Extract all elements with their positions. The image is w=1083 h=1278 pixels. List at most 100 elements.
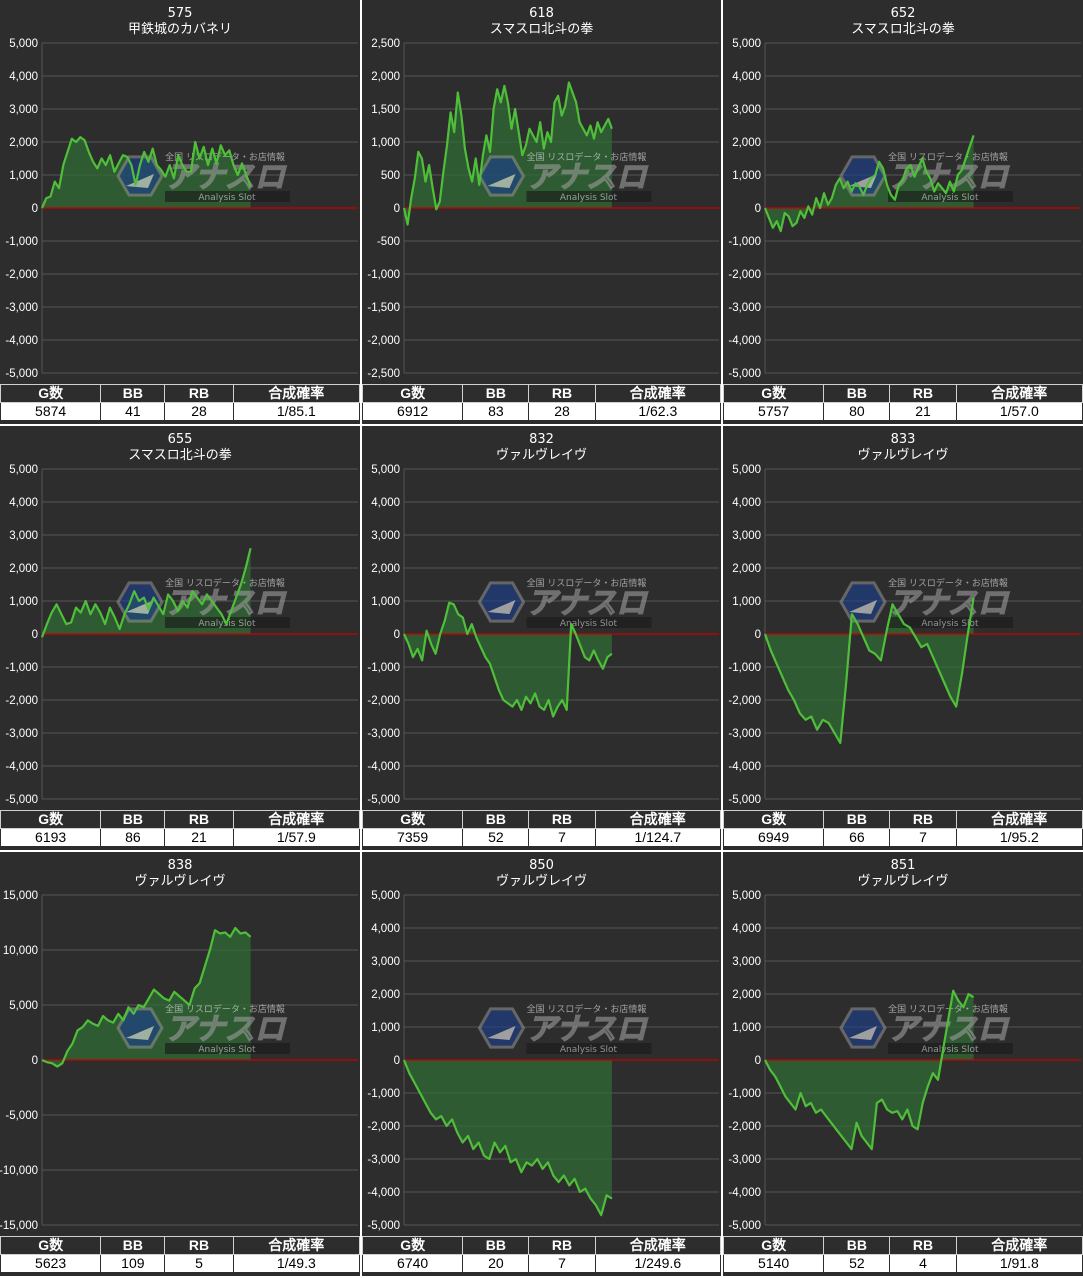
games-header: G数: [0, 1236, 102, 1255]
machine-number: 850: [529, 858, 554, 873]
y-tick-label: 3,000: [9, 104, 38, 116]
rb-header: RB: [889, 810, 957, 829]
y-tick-label: 2,000: [371, 71, 400, 83]
prob-header: 合成確率: [594, 1236, 721, 1255]
stat-games: 5757: [723, 402, 825, 421]
stat-bb: 52: [462, 828, 530, 847]
stat-rb: 21: [889, 402, 957, 421]
bb-header: BB: [823, 1236, 891, 1255]
y-tick-label: 500: [381, 170, 400, 182]
stat-bb: 41: [100, 402, 166, 421]
watermark-tagline: 全国 リスロデータ・お店情報: [527, 577, 647, 589]
y-tick-label: 1,000: [732, 1022, 761, 1034]
watermark-sub-bar: [526, 191, 652, 202]
y-tick-label: 5,000: [732, 890, 761, 902]
prob-header: 合成確率: [955, 1236, 1083, 1255]
y-tick-label: -1,000: [367, 269, 400, 281]
watermark-tagline: 全国 リスロデータ・お店情報: [888, 151, 1008, 163]
hexagon-logo-icon: [477, 155, 526, 197]
machine-number: 832: [529, 432, 554, 447]
prob-header: 合成確率: [594, 384, 721, 403]
chart-panel-655: 655 スマスロ北斗の拳 5,000 4,000 3,000 2,000 1,000 0 -1,…: [0, 426, 360, 850]
y-tick-label: -2,000: [367, 695, 400, 707]
y-tick-label: 3,000: [9, 530, 38, 542]
y-tick-label: 1,500: [371, 104, 400, 116]
y-tick-label: 4,000: [732, 497, 761, 509]
y-tick-label: 0: [755, 1055, 761, 1067]
y-tick-label: -2,000: [5, 695, 38, 707]
stat-bb: 20: [462, 1254, 530, 1273]
bb-header: BB: [100, 1236, 166, 1255]
stat-rb: 7: [889, 828, 957, 847]
stat-games: 6740: [362, 1254, 464, 1273]
prob-header: 合成確率: [955, 810, 1083, 829]
machine-title: ヴァルヴレイヴ: [496, 873, 587, 889]
watermark-brand: アナスロ: [165, 1012, 286, 1047]
y-tick-label: -4,000: [728, 1187, 761, 1199]
watermark-tagline: 全国 リスロデータ・お店情報: [527, 1003, 647, 1015]
y-tick-label: -1,000: [5, 236, 38, 248]
machine-number: 851: [891, 858, 916, 873]
y-tick-label: -1,000: [367, 1088, 400, 1100]
logo-swoosh: [126, 174, 154, 188]
logo-swoosh: [126, 1026, 154, 1040]
watermark-sub: Analysis Slot: [921, 1045, 979, 1055]
series-area: [42, 928, 251, 1067]
watermark-brand: アナスロ: [527, 1012, 648, 1047]
y-tick-label: -1,000: [367, 662, 400, 674]
y-tick-label: -2,000: [5, 269, 38, 281]
y-tick-label: 5,000: [371, 464, 400, 476]
y-tick-label: 2,000: [732, 137, 761, 149]
logo-swoosh: [849, 600, 877, 614]
watermark-tagline: 全国 リスロデータ・お店情報: [165, 1003, 285, 1015]
logo-swoosh: [849, 1026, 877, 1040]
rb-header: RB: [528, 810, 596, 829]
watermark-brand: アナスロ: [888, 160, 1009, 195]
rb-header: RB: [528, 384, 596, 403]
y-tick-label: 2,000: [732, 563, 761, 575]
games-header: G数: [723, 810, 825, 829]
stat-games: 6193: [0, 828, 102, 847]
y-tick-label: -1,500: [367, 302, 400, 314]
stat-games: 6912: [362, 402, 464, 421]
y-tick-label: 0: [755, 203, 761, 215]
watermark-sub-bar: [888, 191, 1013, 202]
stats-table: G数 BB RB 合成確率 6193 86 21 1/57.9: [0, 810, 360, 847]
y-tick-label: -5,000: [367, 1220, 400, 1232]
y-tick-label: 2,000: [9, 563, 38, 575]
stats-table: G数 BB RB 合成確率 6949 66 7 1/95.2: [723, 810, 1083, 847]
y-tick-label: 5,000: [9, 38, 38, 50]
bb-header: BB: [462, 384, 530, 403]
machine-title: ヴァルヴレイヴ: [857, 873, 948, 889]
machine-title: スマスロ北斗の拳: [490, 21, 594, 37]
y-tick-label: 2,000: [732, 989, 761, 1001]
y-tick-label: -4,000: [5, 335, 38, 347]
machine-number: 575: [168, 6, 193, 21]
y-tick-label: 5,000: [371, 890, 400, 902]
games-header: G数: [723, 1236, 825, 1255]
machine-number: 838: [168, 858, 193, 873]
watermark-sub: Analysis Slot: [560, 193, 618, 203]
stat-games: 7359: [362, 828, 464, 847]
y-tick-label: -1,000: [5, 662, 38, 674]
machine-number: 618: [529, 6, 554, 21]
watermark-brand: アナスロ: [165, 160, 286, 195]
stat-bb: 52: [823, 1254, 891, 1273]
stat-rb: 4: [889, 1254, 957, 1273]
y-tick-label: 5,000: [732, 464, 761, 476]
y-tick-label: 3,000: [371, 956, 400, 968]
watermark-sub: Analysis Slot: [560, 619, 618, 629]
stats-table: G数 BB RB 合成確率 6740 20 7 1/249.6: [362, 1236, 721, 1273]
y-tick-label: -3,000: [5, 728, 38, 740]
y-tick-label: 15,000: [3, 890, 38, 902]
stat-bb: 83: [462, 402, 530, 421]
watermark-sub-bar: [165, 1043, 290, 1054]
y-tick-label: 10,000: [3, 945, 38, 957]
